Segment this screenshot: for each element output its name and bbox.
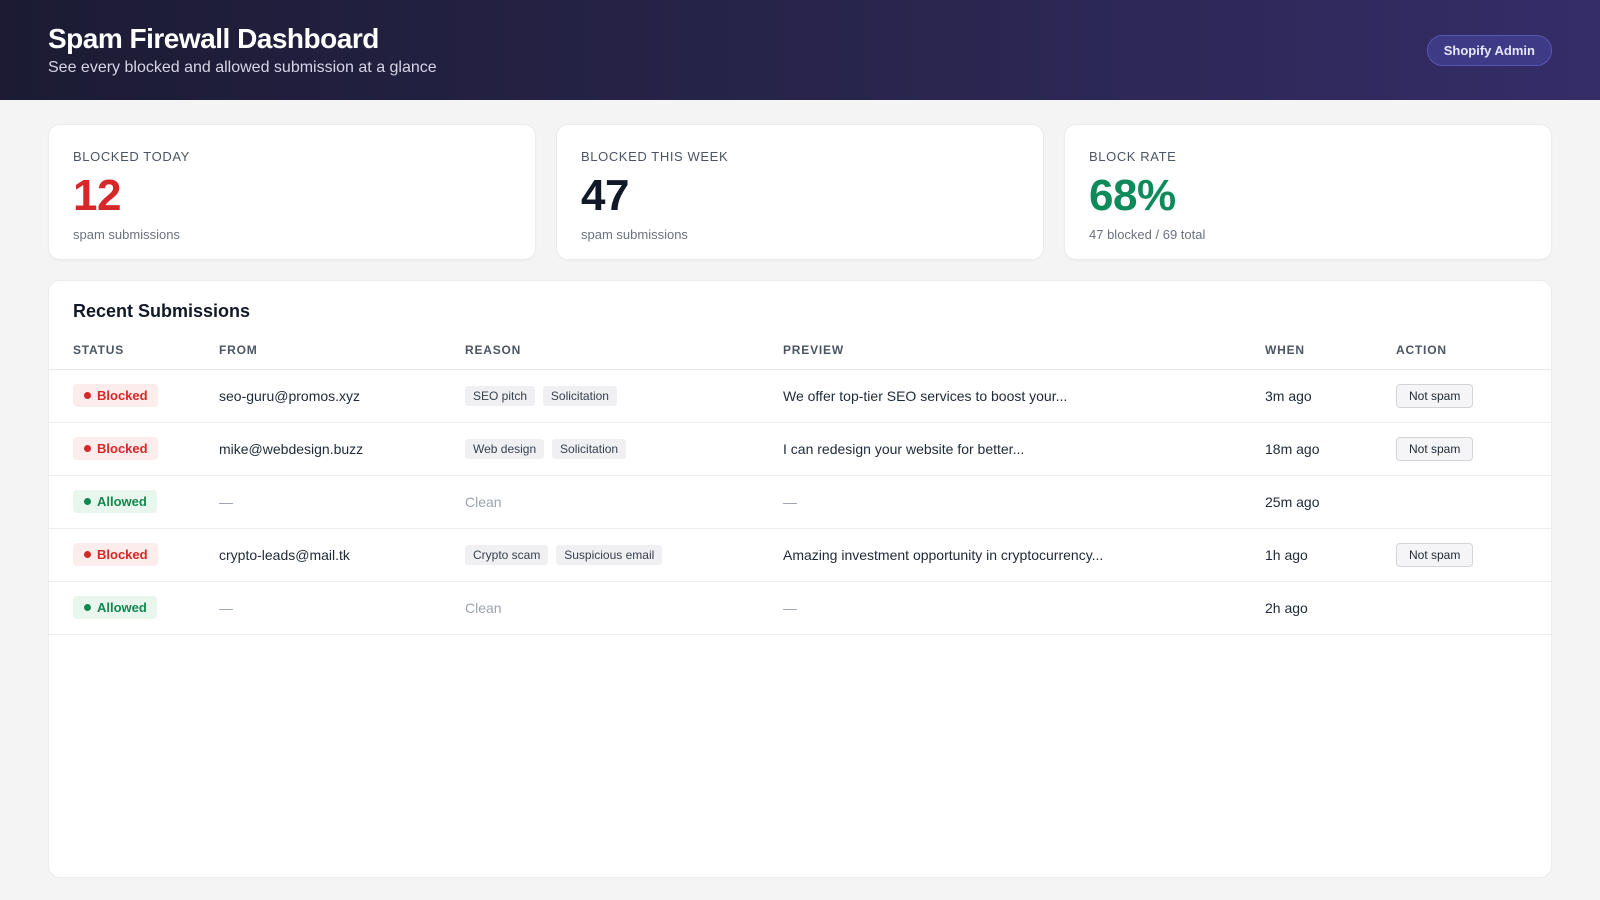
status-cell: Allowed: [49, 581, 219, 635]
stat-label: BLOCK RATE: [1089, 149, 1177, 164]
table-row: Allowed — Clean — 25m ago: [49, 475, 1551, 529]
header-text: Spam Firewall Dashboard See every blocke…: [48, 23, 437, 77]
reason-cell: Web design Solicitation: [465, 422, 783, 476]
table-row: Blocked crypto-leads@mail.tk Crypto scam…: [49, 528, 1551, 582]
stat-card-blocked-today: BLOCKED TODAY 12 spam submissions: [48, 124, 536, 260]
preview-cell: —: [783, 475, 1265, 529]
stat-card-block-rate: BLOCK RATE 68% 47 blocked / 69 total: [1064, 124, 1552, 260]
status-label: Blocked: [97, 441, 148, 456]
stat-value: 68%: [1089, 171, 1176, 220]
reason-clean-label: Clean: [465, 599, 502, 616]
preview-cell: We offer top-tier SEO services to boost …: [783, 369, 1265, 423]
stat-label: BLOCKED THIS WEEK: [581, 149, 729, 164]
preview-cell: I can redesign your website for better..…: [783, 422, 1265, 476]
reason-tag: Solicitation: [552, 438, 627, 459]
action-cell: Not spam: [1396, 528, 1551, 582]
stat-label: BLOCKED TODAY: [73, 149, 190, 164]
main-content: BLOCKED TODAY 12 spam submissions BLOCKE…: [0, 100, 1600, 878]
action-cell: [1396, 475, 1551, 529]
action-cell: Not spam: [1396, 369, 1551, 423]
status-badge: Blocked: [73, 437, 158, 460]
panel-title: Recent Submissions: [73, 301, 251, 321]
from-cell: seo-guru@promos.xyz: [219, 369, 465, 423]
reason-tag: Suspicious email: [556, 544, 663, 565]
preview-cell: Amazing investment opportunity in crypto…: [783, 528, 1265, 582]
status-cell: Blocked: [49, 422, 219, 476]
status-cell: Blocked: [49, 369, 219, 423]
status-label: Allowed: [97, 600, 147, 615]
not-spam-button[interactable]: Not spam: [1396, 542, 1474, 567]
action-cell: [1396, 581, 1551, 635]
action-cell: Not spam: [1396, 422, 1551, 476]
when-cell: 25m ago: [1265, 475, 1396, 529]
status-dot-icon: [84, 551, 91, 558]
column-header-action: ACTION: [1396, 339, 1551, 370]
column-header-status: STATUS: [49, 339, 219, 370]
stat-subtext: spam submissions: [73, 227, 180, 242]
not-spam-button[interactable]: Not spam: [1396, 436, 1474, 461]
reason-tag: Solicitation: [542, 385, 617, 406]
stat-value: 47: [581, 171, 629, 220]
when-cell: 3m ago: [1265, 369, 1396, 423]
recent-submissions-panel: Recent Submissions STATUS FROM REASON PR…: [48, 280, 1552, 878]
stats-cards: BLOCKED TODAY 12 spam submissions BLOCKE…: [48, 124, 1552, 260]
from-cell: —: [219, 581, 465, 635]
reason-cell: Clean: [465, 581, 783, 635]
stat-subtext: 47 blocked / 69 total: [1089, 227, 1206, 242]
shopify-admin-button[interactable]: Shopify Admin: [1426, 34, 1552, 66]
table-row: Blocked seo-guru@promos.xyz SEO pitch So…: [49, 369, 1551, 423]
when-cell: 18m ago: [1265, 422, 1396, 476]
status-label: Blocked: [97, 388, 148, 403]
status-badge: Blocked: [73, 384, 158, 407]
status-dot-icon: [84, 445, 91, 452]
column-header-from: FROM: [219, 339, 465, 370]
reason-cell: Crypto scam Suspicious email: [465, 528, 783, 582]
table-header-row: STATUS FROM REASON PREVIEW WHEN ACTION: [49, 339, 1551, 370]
status-dot-icon: [84, 392, 91, 399]
table-row: Allowed — Clean — 2h ago: [49, 581, 1551, 635]
reason-tag: Web design: [465, 438, 545, 459]
from-cell: —: [219, 475, 465, 529]
reason-clean-label: Clean: [465, 493, 502, 510]
page-subtitle: See every blocked and allowed submission…: [48, 59, 437, 76]
when-cell: 2h ago: [1265, 581, 1396, 635]
status-label: Allowed: [97, 494, 147, 509]
reason-tag: Crypto scam: [465, 544, 549, 565]
stat-subtext: spam submissions: [581, 227, 688, 242]
status-dot-icon: [84, 498, 91, 505]
column-header-preview: PREVIEW: [783, 339, 1265, 370]
column-header-reason: REASON: [465, 339, 783, 370]
reason-cell: Clean: [465, 475, 783, 529]
header: Spam Firewall Dashboard See every blocke…: [0, 0, 1600, 100]
when-cell: 1h ago: [1265, 528, 1396, 582]
from-cell: mike@webdesign.buzz: [219, 422, 465, 476]
status-badge: Allowed: [73, 490, 157, 513]
stat-value: 12: [73, 171, 121, 220]
from-cell: crypto-leads@mail.tk: [219, 528, 465, 582]
reason-tag: SEO pitch: [465, 385, 536, 406]
status-dot-icon: [84, 604, 91, 611]
preview-cell: —: [783, 581, 1265, 635]
table-row: Blocked mike@webdesign.buzz Web design S…: [49, 422, 1551, 476]
submissions-table: STATUS FROM REASON PREVIEW WHEN ACTION B…: [49, 339, 1551, 635]
status-badge: Allowed: [73, 596, 157, 619]
status-cell: Allowed: [49, 475, 219, 529]
stat-card-blocked-week: BLOCKED THIS WEEK 47 spam submissions: [556, 124, 1044, 260]
reason-cell: SEO pitch Solicitation: [465, 369, 783, 423]
page-title: Spam Firewall Dashboard: [48, 23, 379, 54]
column-header-when: WHEN: [1265, 339, 1396, 370]
status-label: Blocked: [97, 547, 148, 562]
not-spam-button[interactable]: Not spam: [1396, 383, 1474, 408]
status-badge: Blocked: [73, 543, 158, 566]
status-cell: Blocked: [49, 528, 219, 582]
